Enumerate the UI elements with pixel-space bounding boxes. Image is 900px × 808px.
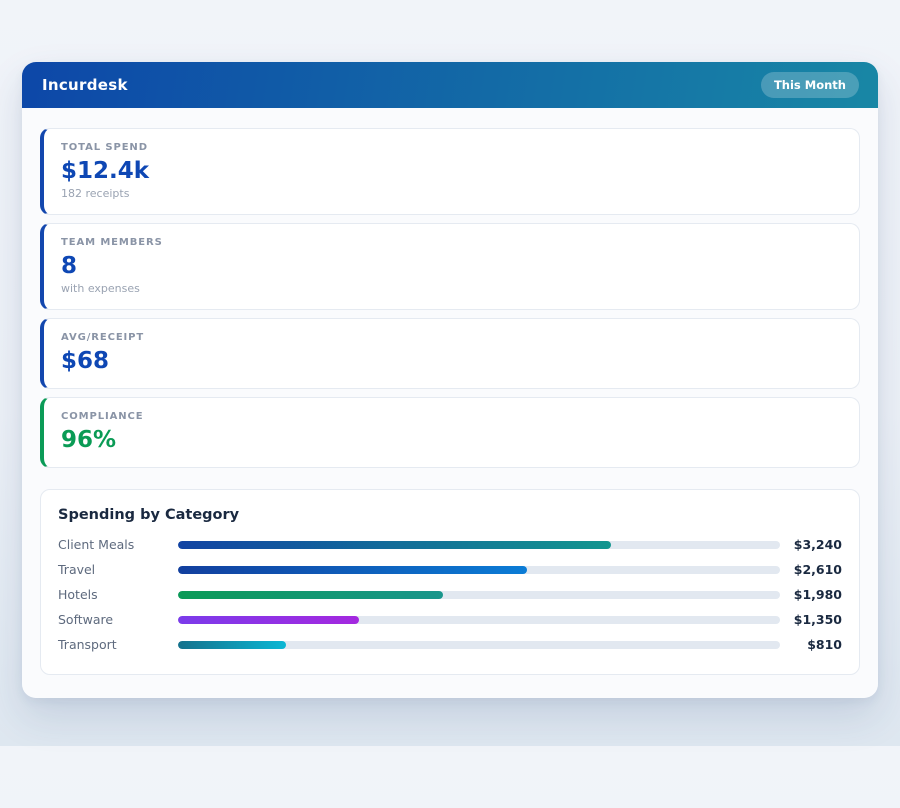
bar-fill xyxy=(178,565,528,574)
bar-fill xyxy=(178,615,359,624)
app-title: Incurdesk xyxy=(42,76,128,94)
spend-row-client-meals: Client Meals $3,240 xyxy=(58,532,842,557)
category-label: Hotels xyxy=(58,587,98,602)
stat-subtext: 182 receipts xyxy=(61,187,130,200)
bar-track xyxy=(178,565,780,574)
stat-value: 96% xyxy=(61,427,117,453)
dashboard-content: TOTAL SPEND $12.4k 182 receipts TEAM MEM… xyxy=(22,108,878,698)
category-amount: $3,240 xyxy=(793,537,842,552)
category-label: Client Meals xyxy=(58,537,135,552)
category-amount: $1,980 xyxy=(793,587,842,602)
bar-fill xyxy=(178,590,443,599)
stat-card-total-spend: TOTAL SPEND $12.4k 182 receipts xyxy=(40,128,860,215)
bar-fill xyxy=(178,540,612,549)
stat-label: COMPLIANCE xyxy=(61,411,144,422)
bar-fill xyxy=(178,640,287,649)
category-amount: $2,610 xyxy=(793,562,842,577)
stat-value: $68 xyxy=(61,348,110,374)
stat-card-avg-receipt: AVG/RECEIPT $68 xyxy=(40,318,860,389)
bar-track xyxy=(178,640,780,649)
period-badge[interactable]: This Month xyxy=(760,72,859,98)
category-label: Software xyxy=(58,612,114,627)
stat-card-team-members: TEAM MEMBERS 8 with expenses xyxy=(40,223,860,310)
dashboard-panel: Incurdesk This Month TOTAL SPEND $12.4k … xyxy=(22,62,878,698)
bar-track xyxy=(178,540,780,549)
category-label: Transport xyxy=(58,637,117,652)
stat-label: TOTAL SPEND xyxy=(61,142,148,153)
bar-track xyxy=(178,615,780,624)
spend-row-travel: Travel $2,610 xyxy=(58,557,842,582)
spend-row-hotels: Hotels $1,980 xyxy=(58,582,842,607)
bar-track xyxy=(178,590,780,599)
stat-subtext: with expenses xyxy=(61,282,140,295)
stat-label: TEAM MEMBERS xyxy=(61,237,163,248)
spend-row-software: Software $1,350 xyxy=(58,607,842,632)
stat-card-compliance: COMPLIANCE 96% xyxy=(40,397,860,468)
category-amount: $810 xyxy=(807,637,842,652)
app-header: Incurdesk This Month xyxy=(22,62,878,108)
stat-label: AVG/RECEIPT xyxy=(61,332,145,343)
spending-card-title: Spending by Category xyxy=(58,507,240,523)
stat-value: $12.4k xyxy=(61,158,150,184)
stat-value: 8 xyxy=(61,253,78,279)
category-amount: $1,350 xyxy=(793,612,842,627)
spend-row-transport: Transport $810 xyxy=(58,632,842,657)
spending-by-category-card: Spending by Category Client Meals $3,240… xyxy=(40,489,860,675)
category-label: Travel xyxy=(58,562,96,577)
